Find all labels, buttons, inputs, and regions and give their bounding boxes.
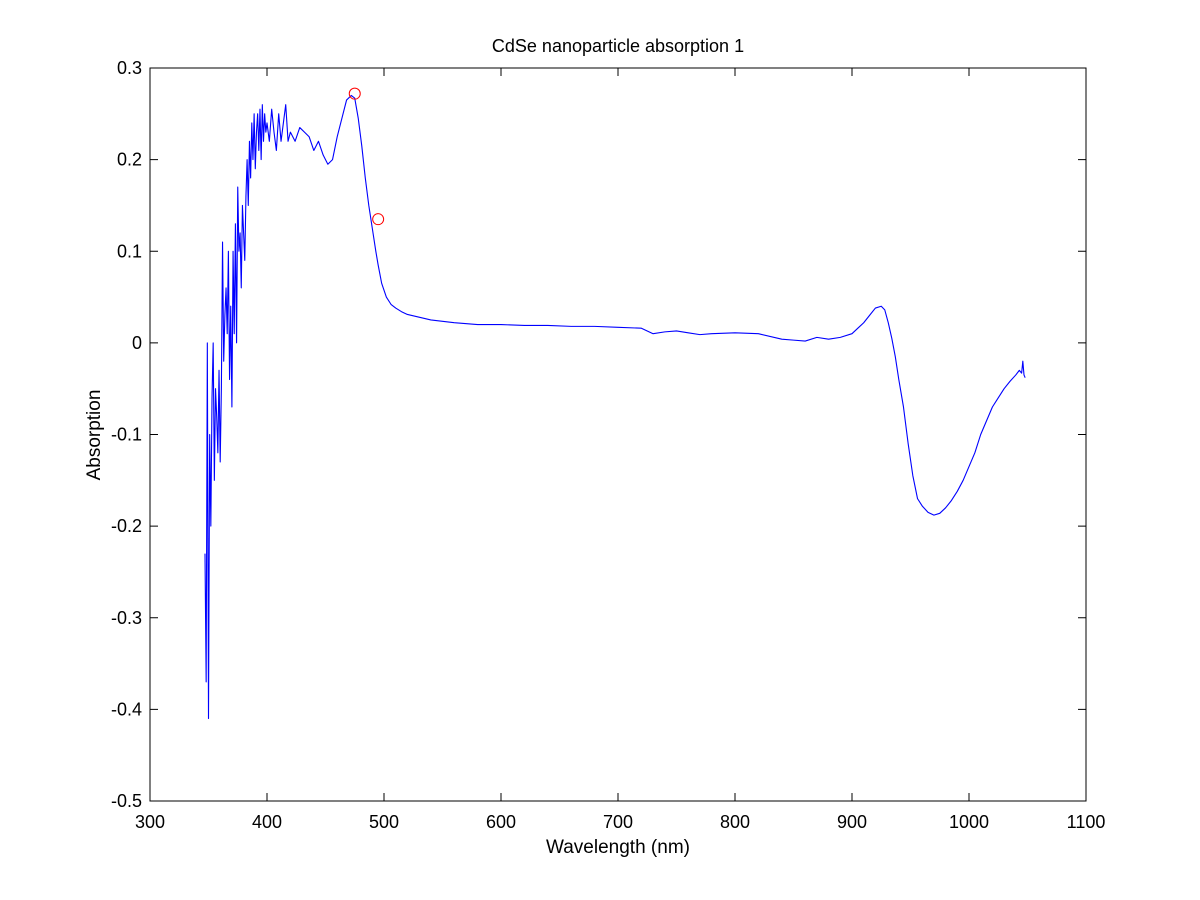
marker-point [348, 87, 361, 100]
y-tick-label: 0.1 [117, 241, 142, 261]
ticks: 300 400 500 600 700 800 900 1000 1100 -0.5 -0.4 -0.… [111, 58, 1105, 832]
x-tick-label: 500 [369, 812, 399, 832]
y-tick-label: 0 [132, 333, 142, 353]
y-tick-label: -0.4 [111, 699, 142, 719]
x-tick-label: 800 [720, 812, 750, 832]
y-tick-label: 0.2 [117, 150, 142, 170]
x-tick-label: 700 [603, 812, 633, 832]
y-tick-label: -0.1 [111, 425, 142, 445]
x-tick-label: 400 [252, 812, 282, 832]
x-tick-label: 300 [135, 812, 165, 832]
y-tick-label: 0.3 [117, 58, 142, 78]
y-axis-label: Absorption [84, 390, 105, 481]
marker-point [372, 213, 385, 226]
x-tick-label: 1100 [1067, 812, 1106, 832]
x-tick-label: 1000 [949, 812, 989, 832]
x-axis-label: Wavelength (nm) [546, 837, 690, 858]
marker-group [348, 87, 385, 226]
x-tick-label: 600 [486, 812, 516, 832]
y-tick-label: -0.3 [111, 608, 142, 628]
plot-area [150, 68, 1086, 801]
x-tick-label: 900 [837, 812, 867, 832]
absorption-series-line [204, 94, 1026, 720]
series-group [204, 94, 1026, 720]
y-tick-label: -0.2 [111, 516, 142, 536]
y-tick-label: -0.5 [111, 791, 142, 811]
chart-title: CdSe nanoparticle absorption 1 [492, 36, 744, 56]
